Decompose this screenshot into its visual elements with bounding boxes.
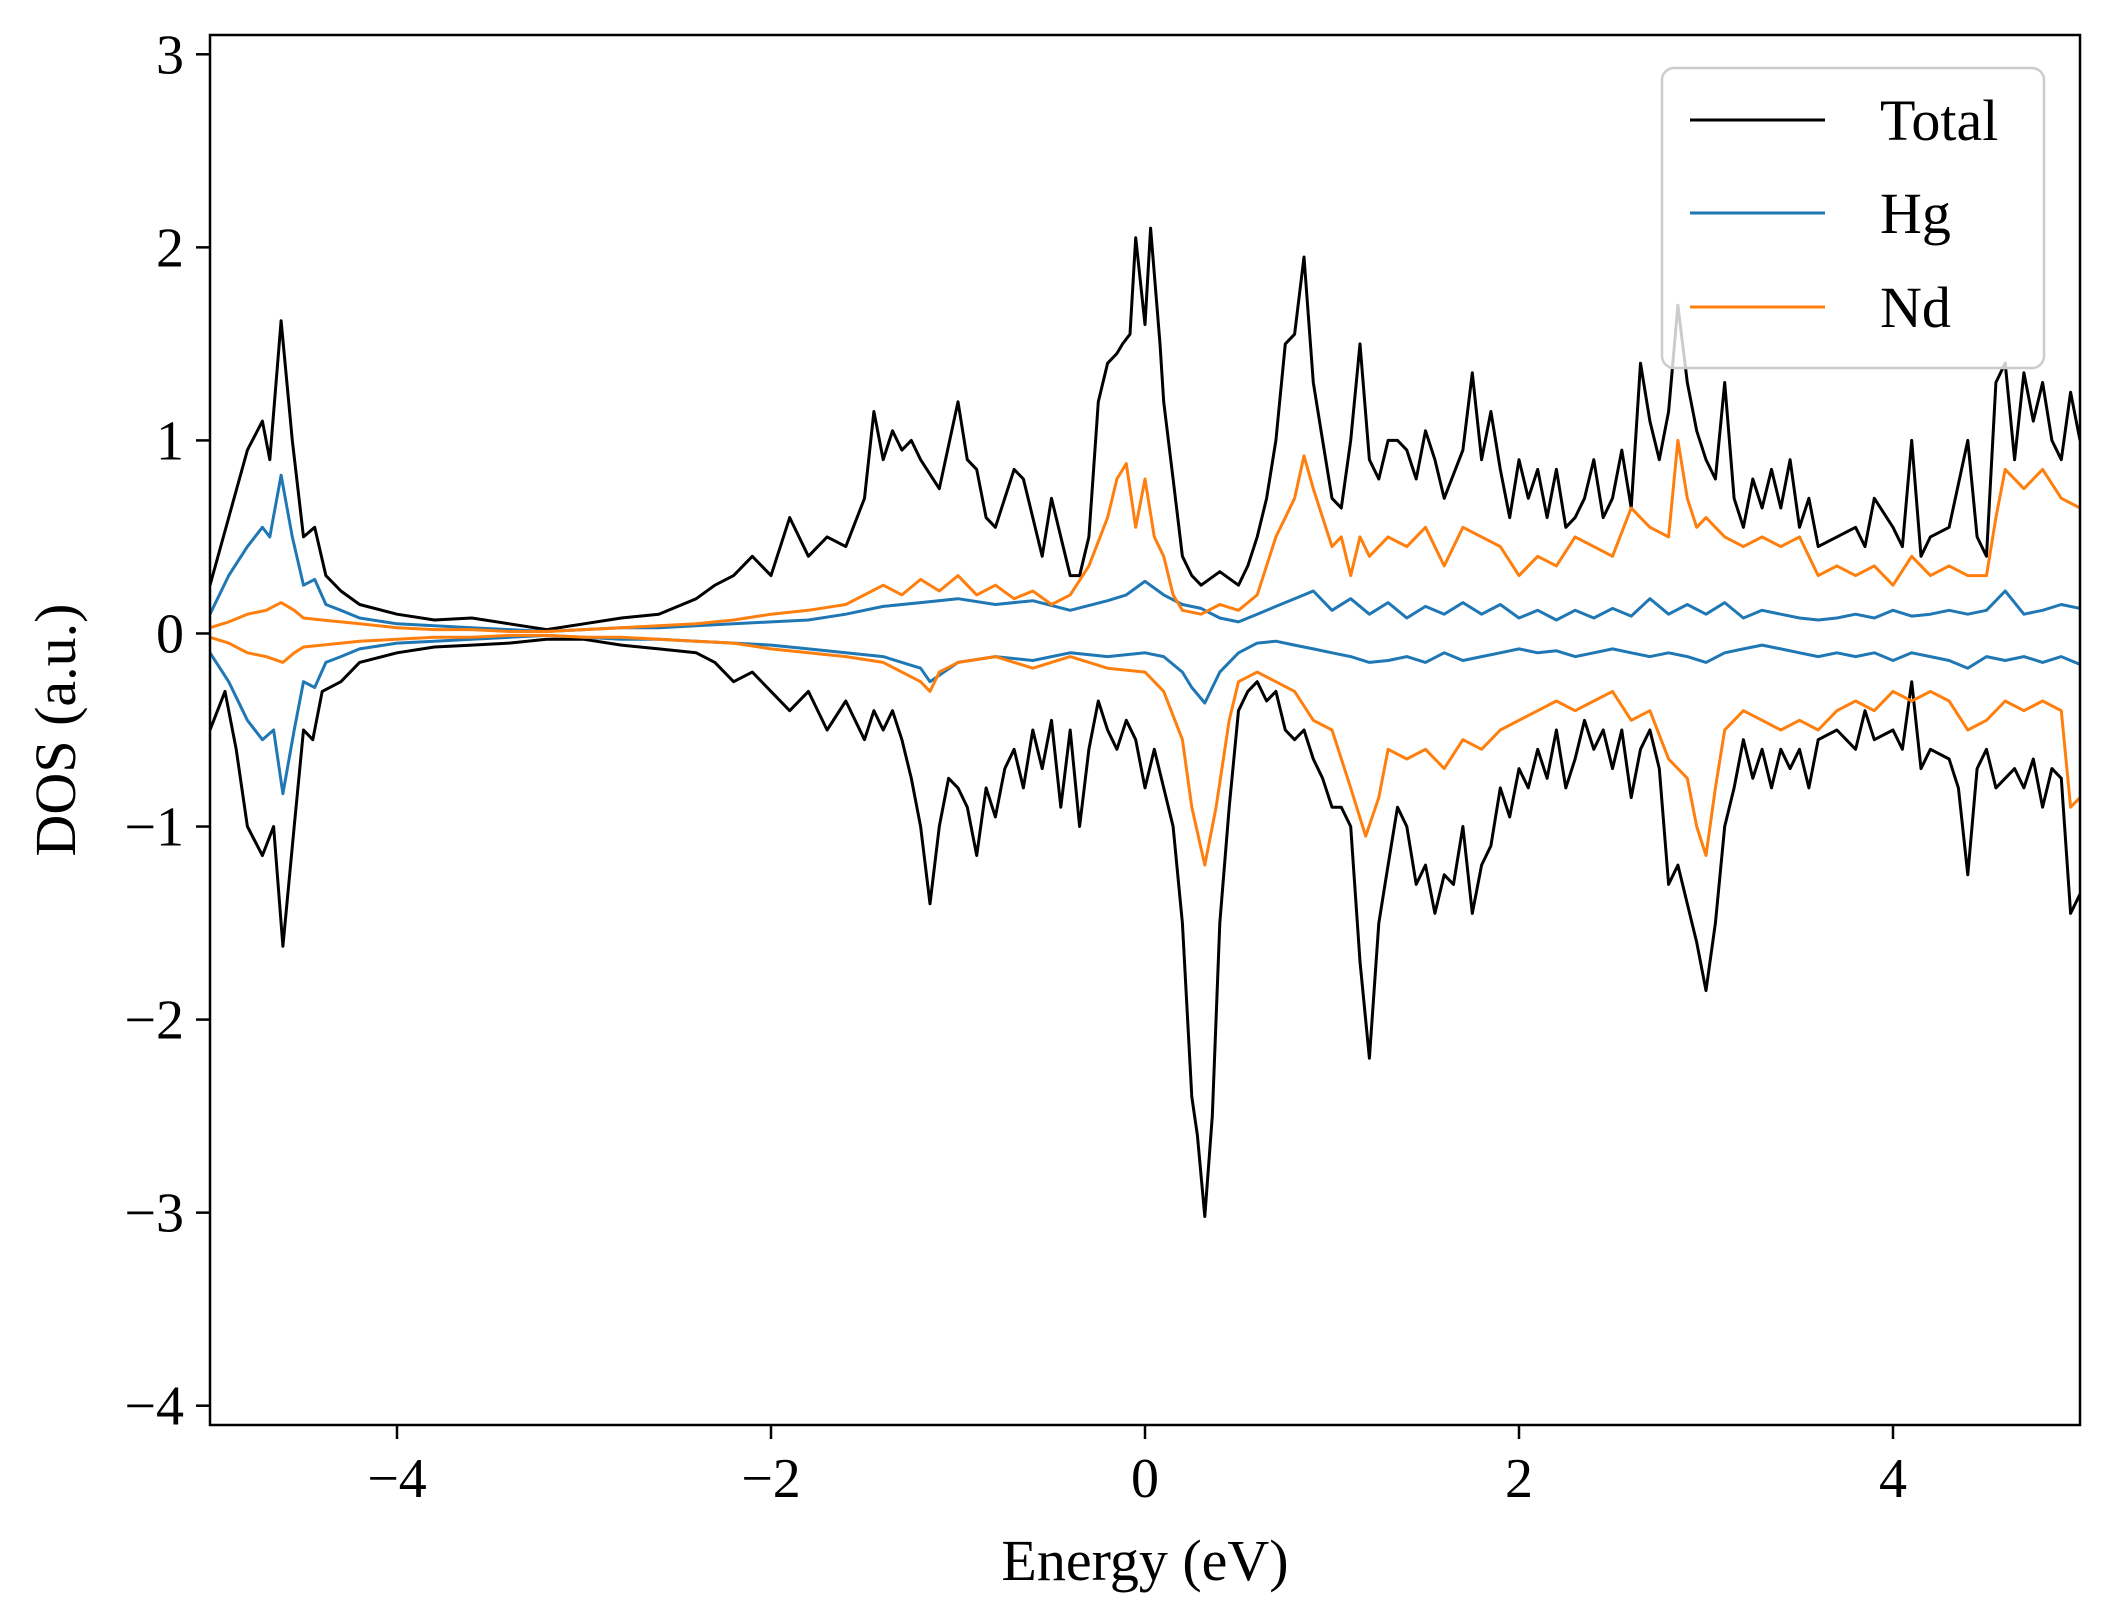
y-tick-label: −3 bbox=[124, 1183, 184, 1245]
series-hg-spin-down-line bbox=[210, 633, 2080, 796]
legend-label-nd: Nd bbox=[1880, 275, 1951, 340]
x-tick-label: −4 bbox=[367, 1448, 427, 1510]
legend-label-hg: Hg bbox=[1880, 181, 1951, 246]
y-tick-label: −2 bbox=[124, 990, 184, 1052]
y-axis: −4 −3 −2 −1 0 1 2 3 bbox=[124, 24, 210, 1438]
x-tick-label: 2 bbox=[1505, 1448, 1533, 1510]
series-layer bbox=[210, 226, 2080, 1218]
series-hg-spin-up-line bbox=[210, 473, 2080, 633]
series-total-spin-down-line bbox=[210, 637, 2080, 1218]
y-tick-label: 1 bbox=[156, 410, 184, 472]
series-total-spin-up-line bbox=[210, 226, 2080, 632]
y-tick-label: −4 bbox=[124, 1376, 184, 1438]
legend: Total Hg Nd bbox=[1660, 66, 2046, 370]
x-tick-label: 0 bbox=[1131, 1448, 1159, 1510]
legend-box bbox=[1660, 66, 2046, 370]
x-tick-label: 4 bbox=[1879, 1448, 1907, 1510]
y-axis-title: DOS (a.u.) bbox=[23, 604, 88, 857]
legend-label-total: Total bbox=[1880, 88, 1998, 153]
series-nd-spin-up-line bbox=[210, 438, 2080, 633]
x-tick-label: −2 bbox=[741, 1448, 801, 1510]
y-tick-label: 0 bbox=[156, 603, 184, 665]
x-axis-title: Energy (eV) bbox=[1001, 1528, 1288, 1593]
y-tick-label: 3 bbox=[156, 24, 184, 86]
x-axis: −4 −2 0 2 4 bbox=[367, 1425, 1907, 1510]
series-nd-spin-down-line bbox=[210, 633, 2080, 867]
y-tick-label: 2 bbox=[156, 217, 184, 279]
y-tick-label: −1 bbox=[124, 797, 184, 859]
